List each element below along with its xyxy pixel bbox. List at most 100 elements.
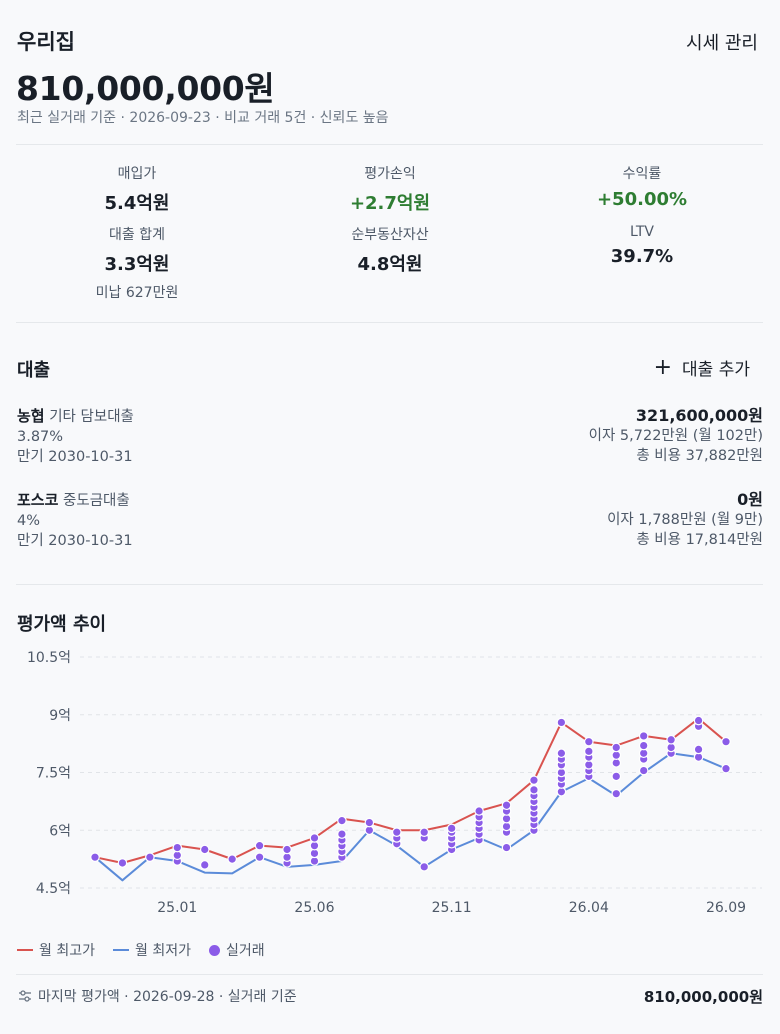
divider [16,322,763,323]
legend-trade-label: 실거래 [225,943,265,959]
trade-point [638,731,649,741]
price-manage-button[interactable]: 시세 관리 [686,33,758,54]
stat-ltv: LTV 39.7% [542,224,742,267]
loan-amount: 321,600,000원 [635,406,763,425]
legend-high: 월 최고가 [17,940,95,960]
trade-point [556,748,567,759]
legend-low-label: 월 최저가 [134,943,191,959]
valuation-footer: 마지막 평가액 · 2026-09-28 · 실거래 기준 810,000,00… [16,974,763,1016]
trade-point [529,785,539,795]
loan-info: 포스코 중도금대출 4% 만기 2030-10-31 [17,490,133,551]
trade-point [611,742,622,753]
trade-point [529,775,539,785]
stat-value: 5.4억원 [104,193,170,214]
stat-value: 39.7% [610,246,674,267]
loan-costs: 321,600,000원 이자 5,722만원 (월 102만) 총 비용 37… [589,406,763,466]
y-tick-label: 10.5억 [27,650,71,666]
trade-point [584,736,594,747]
trade-point [611,788,622,799]
add-loan-label: 대출 추가 [682,360,750,380]
trade-point [721,736,731,747]
divider [16,144,763,145]
loan-rate: 3.87% [17,429,64,445]
trade-point [282,844,292,855]
stat-return: 수익률 +50.00% [542,163,742,210]
trade-point [721,763,731,774]
trade-point [638,740,649,751]
y-tick-label: 7.5억 [36,766,71,782]
legend-low-swatch [112,949,129,951]
property-title: 우리집 [17,30,75,54]
stat-label: 평가손익 [364,166,416,182]
valuation-trend-chart: 10.5억 9억 7.5억 6억 4.5억 25.01 25.06 25.11 26.04 26.… [0,640,780,920]
stat-label: 대출 합계 [109,227,165,243]
trade-point [584,746,594,757]
chart-legend: 월 최고가 월 최저가 실거래 [17,940,265,960]
loan-info: 농협 기타 담보대출 3.87% 만기 2030-10-31 [17,406,134,467]
loan-total-cost: 총 비용 17,814만원 [636,532,763,548]
trade-point [364,817,375,828]
stat-equity: 순부동산자산 4.8억원 [290,224,490,276]
stat-label: 매입가 [117,166,157,182]
trade-point [337,829,347,839]
trade-point [199,844,210,855]
trade-point [693,715,704,726]
trade-point [391,827,402,837]
valuation-subtitle: 최근 실거래 기준 · 2026-09-23 · 비교 거래 5건 · 신뢰도 … [17,110,389,126]
trade-point [419,827,430,837]
x-tick-label: 25.11 [432,900,472,916]
stat-value: 4.8억원 [357,254,423,275]
loan-bank: 포스코 [17,491,59,509]
trade-point [666,734,676,745]
stat-gain: 평가손익 +2.7억원 [290,163,490,215]
plus-icon: + [653,354,673,380]
loan-item[interactable]: 포스코 중도금대출 4% 만기 2030-10-31 0원 이자 1,788만원… [17,490,763,560]
valuation-price: 810,000,000원 [16,69,275,108]
loan-type: 기타 담보대출 [49,409,134,425]
valuation-chart-svg: 10.5억 9억 7.5억 6억 4.5억 25.01 25.06 25.11 26.04 26.… [27,650,762,916]
y-tick-label: 6억 [49,823,71,839]
stat-label: LTV [629,224,654,240]
divider [16,584,763,585]
stat-value: +2.7억원 [349,193,431,214]
loans-section-title: 대출 [17,360,51,381]
trade-point [419,862,430,872]
stat-label: 수익률 [622,166,662,182]
footer-value: 810,000,000원 [643,988,763,1006]
trade-point [172,842,183,853]
legend-low: 월 최저가 [112,940,191,960]
trade-point [90,852,100,862]
legend-high-label: 월 최고가 [39,943,95,959]
loan-interest: 이자 1,788만원 (월 9만) [607,512,763,528]
trade-point [337,815,347,826]
x-tick-label: 26.09 [706,900,746,916]
y-tick-label: 9억 [49,708,71,724]
x-tick-label: 25.01 [157,900,197,916]
trade-point [309,833,320,843]
trade-point [254,840,265,851]
trade-point [693,744,704,755]
loan-type: 중도금대출 [63,493,130,509]
loan-maturity: 만기 2030-10-31 [17,449,133,465]
loan-item[interactable]: 농협 기타 담보대출 3.87% 만기 2030-10-31 321,600,0… [17,406,763,476]
x-tick-label: 25.06 [294,900,334,916]
trade-point [611,771,622,782]
y-tick-label: 4.5억 [36,881,71,897]
trade-point [474,806,484,816]
trade-point [145,852,155,862]
trade-point [501,800,512,811]
loan-costs: 0원 이자 1,788만원 (월 9만) 총 비용 17,814만원 [607,490,763,550]
footer-left-text: 마지막 평가액 · 2026-09-28 · 실거래 기준 [38,989,297,1005]
trade-point [638,765,649,776]
loan-amount: 0원 [737,490,763,509]
add-loan-button[interactable]: + 대출 추가 [654,355,750,380]
x-tick-label: 26.04 [569,900,609,916]
loan-maturity: 만기 2030-10-31 [17,533,133,549]
stat-loan-total: 대출 합계 3.3억원 미납 627만원 [37,224,237,302]
loan-rate: 4% [17,513,41,529]
chart-section-title: 평가액 추이 [17,614,107,635]
stat-note: 미납 627만원 [95,285,179,301]
legend-trade-swatch [208,944,220,956]
stat-label: 순부동산자산 [351,227,429,243]
